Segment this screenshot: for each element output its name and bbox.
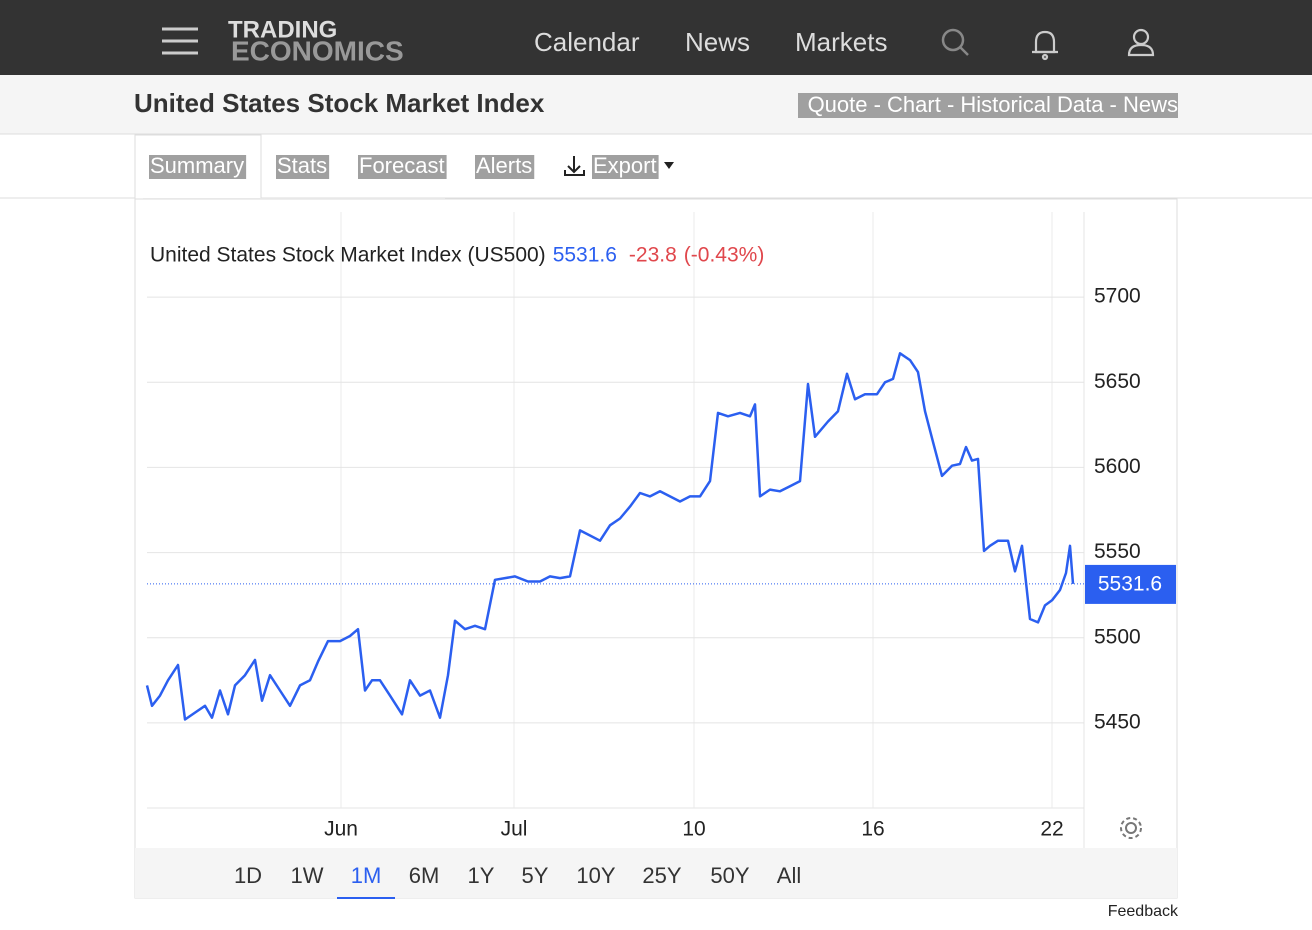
chart-change: -23.8 <box>629 244 677 267</box>
chart-title: United States Stock Market Index (US500) <box>150 244 546 267</box>
header-links[interactable]: Quote - Chart - Historical Data - News <box>808 92 1178 117</box>
nav-link[interactable]: News <box>685 27 750 57</box>
user-icon[interactable] <box>1127 28 1155 57</box>
x-tick-label: 22 <box>1040 818 1063 841</box>
feedback-link[interactable]: Feedback <box>1108 903 1179 920</box>
tab[interactable]: Export <box>593 153 657 178</box>
tab-highlight <box>358 155 447 179</box>
nav-link[interactable]: Calendar <box>534 27 640 57</box>
price-line <box>145 352 1075 721</box>
range-button[interactable]: All <box>777 863 801 888</box>
logo[interactable]: ECONOMICS <box>231 35 404 66</box>
last-value-label: 5531.6 <box>1098 572 1162 595</box>
tab[interactable]: Stats <box>277 153 327 178</box>
chart-price: 5531.6 <box>553 244 617 267</box>
y-tick-label: 5450 <box>1094 710 1141 733</box>
download-icon <box>564 156 585 176</box>
y-tick-label: 5500 <box>1094 625 1141 648</box>
settings-icon[interactable] <box>1120 817 1142 839</box>
tab[interactable]: Summary <box>150 153 244 178</box>
range-button[interactable]: 6M <box>409 863 440 888</box>
last-value-badge <box>1085 564 1176 604</box>
plot-area <box>147 212 1084 808</box>
y-tick-label: 5550 <box>1094 540 1141 563</box>
y-tick-label: 5600 <box>1094 455 1141 478</box>
nav-link[interactable]: Markets <box>795 27 887 57</box>
search-icon[interactable] <box>941 28 969 56</box>
x-tick-label: 10 <box>682 818 705 841</box>
range-bar <box>135 848 1177 898</box>
menu-icon[interactable] <box>162 27 198 55</box>
bell-icon[interactable] <box>1032 30 1058 61</box>
tab-highlight <box>592 155 659 179</box>
page-title: United States Stock Market Index <box>134 88 545 118</box>
range-button[interactable]: 1D <box>234 863 262 888</box>
dropdown-arrow[interactable] <box>664 162 674 169</box>
y-tick-label: 5650 <box>1094 370 1141 393</box>
tab-highlight <box>149 155 247 179</box>
tab[interactable]: Forecast <box>359 153 445 178</box>
x-tick-label: Jun <box>324 818 358 841</box>
range-button[interactable]: 25Y <box>642 863 681 888</box>
tab-highlight <box>276 155 330 179</box>
top-bar <box>0 0 1312 75</box>
range-button[interactable]: 50Y <box>710 863 749 888</box>
range-button[interactable]: 5Y <box>522 863 549 888</box>
range-button[interactable]: 1W <box>291 863 324 888</box>
range-button[interactable]: 1M <box>351 863 382 888</box>
logo[interactable]: TRADING <box>228 16 337 43</box>
y-tick-label: 5700 <box>1094 285 1141 308</box>
chart-change-percent: (-0.43%) <box>684 244 765 267</box>
tab[interactable]: Alerts <box>476 153 532 178</box>
range-button[interactable]: 1Y <box>468 863 495 888</box>
link-highlight <box>798 93 1178 118</box>
x-tick-label: Jul <box>501 818 528 841</box>
range-button[interactable]: 10Y <box>576 863 615 888</box>
x-tick-label: 16 <box>861 818 884 841</box>
tab-highlight <box>475 155 535 179</box>
